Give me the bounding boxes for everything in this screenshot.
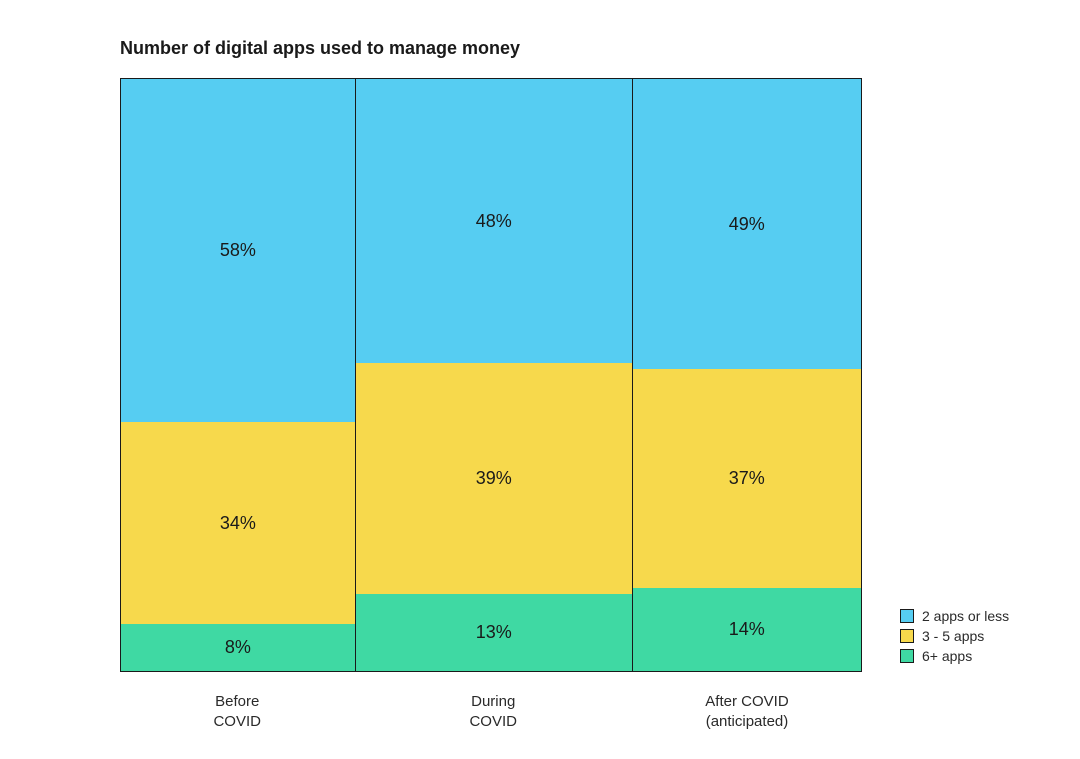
segment-value-label: 34% — [220, 513, 256, 534]
segment-value-label: 8% — [225, 637, 251, 658]
segment-during-six_plus: 13% — [356, 594, 632, 671]
legend-label: 3 - 5 apps — [922, 628, 984, 644]
x-axis-label-line1: During — [354, 692, 632, 712]
x-axis-label-during: DuringCOVID — [354, 692, 632, 733]
segment-value-label: 13% — [476, 622, 512, 643]
segment-before-three_to_five: 34% — [121, 422, 355, 623]
segment-during-two_or_less: 48% — [356, 79, 632, 363]
segment-value-label: 58% — [220, 240, 256, 261]
legend-item-six_plus: 6+ apps — [900, 648, 1009, 664]
figure-canvas: Number of digital apps used to manage mo… — [0, 0, 1080, 759]
legend-swatch — [900, 629, 914, 643]
segment-before-two_or_less: 58% — [121, 79, 355, 422]
legend-item-three_to_five: 3 - 5 apps — [900, 628, 1009, 644]
x-axis-label-before: BeforeCOVID — [120, 692, 354, 733]
bar-column-after: 49% 37% 14% — [632, 79, 861, 671]
chart-title: Number of digital apps used to manage mo… — [120, 38, 520, 59]
segment-before-six_plus: 8% — [121, 624, 355, 671]
segment-after-three_to_five: 37% — [633, 369, 861, 588]
x-axis-label-line1: After COVID — [632, 692, 862, 712]
stacked-bar-chart: 58% 34% 8% 48% 39% 13% 49% 37% 14% — [120, 78, 862, 672]
segment-value-label: 49% — [729, 214, 765, 235]
x-axis-label-line1: Before — [120, 692, 354, 712]
x-axis-label-line2: COVID — [120, 712, 354, 732]
legend-swatch — [900, 649, 914, 663]
legend-label: 2 apps or less — [922, 608, 1009, 624]
segment-value-label: 39% — [476, 468, 512, 489]
bar-column-during: 48% 39% 13% — [355, 79, 632, 671]
segment-value-label: 14% — [729, 619, 765, 640]
segment-value-label: 48% — [476, 211, 512, 232]
legend-swatch — [900, 609, 914, 623]
x-axis-label-after: After COVID(anticipated) — [632, 692, 862, 733]
segment-after-two_or_less: 49% — [633, 79, 861, 369]
legend-item-two_or_less: 2 apps or less — [900, 608, 1009, 624]
segment-during-three_to_five: 39% — [356, 363, 632, 594]
bar-column-before: 58% 34% 8% — [121, 79, 355, 671]
x-axis-label-line2: (anticipated) — [632, 712, 862, 732]
legend-label: 6+ apps — [922, 648, 972, 664]
segment-value-label: 37% — [729, 468, 765, 489]
legend: 2 apps or less 3 - 5 apps 6+ apps — [900, 608, 1009, 668]
x-axis-label-line2: COVID — [354, 712, 632, 732]
x-axis-labels: BeforeCOVIDDuringCOVIDAfter COVID(antici… — [120, 692, 862, 733]
segment-after-six_plus: 14% — [633, 588, 861, 671]
